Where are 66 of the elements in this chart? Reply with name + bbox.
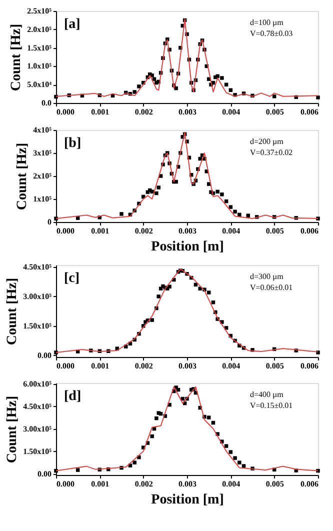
y-tick-label: 1x10⁵ <box>33 194 52 204</box>
x-tick-label: 0.005 <box>266 480 284 488</box>
y-tick-label: 3.00x10⁵ <box>23 292 52 301</box>
x-tick-label: 0.001 <box>91 108 110 116</box>
x-tick-label: 0.001 <box>91 226 110 236</box>
y-tick-label: 1.50x10⁵ <box>23 321 52 330</box>
y-tick-label: 6.00x10⁵ <box>23 379 52 388</box>
x-tick-label: 0.006 <box>300 226 318 236</box>
y-axis-title: Count [Hz] <box>5 396 20 464</box>
y-tick-label: 4.50x10⁵ <box>23 402 52 411</box>
x-tick-label: 0.006 <box>300 108 318 116</box>
x-tick-label: 0.005 <box>266 362 284 370</box>
y-tick-label: 4x10⁵ <box>33 126 52 134</box>
annotation: d=400 µm <box>250 390 284 399</box>
x-tick-label: 0.004 <box>222 108 240 116</box>
y-axis-title: Count [Hz] <box>9 24 24 92</box>
x-tick-label: 0.003 <box>178 362 196 370</box>
y-tick-label: 0.00 <box>38 469 52 478</box>
annotation: [c] <box>64 271 80 286</box>
annotation: d=300 µm <box>250 272 284 281</box>
x-tick-label: 0.003 <box>178 226 196 236</box>
x-tick-label: 0.006 <box>300 480 318 488</box>
y-axis-title: Count [Hz] <box>15 142 30 210</box>
y-tick-label: 0 <box>48 218 52 226</box>
y-tick-label: 0.0 <box>42 98 52 108</box>
y-tick-label: 1.50x10⁵ <box>23 446 52 456</box>
annotation: d=200 µm <box>250 137 284 146</box>
annotation: V=0.06±0.01 <box>250 283 293 292</box>
y-axis-title: Count [Hz] <box>5 278 20 346</box>
x-tick-label: 0.004 <box>222 362 240 370</box>
x-tick-label: 0.003 <box>178 480 196 488</box>
x-tick-label: 0.002 <box>134 362 153 370</box>
y-tick-label: 3x10⁵ <box>33 148 52 158</box>
annotation: V=0.15±0.01 <box>250 401 293 410</box>
x-tick-label: 0.000 <box>56 480 74 488</box>
x-tick-label: 0.000 <box>56 362 74 370</box>
y-tick-label: 4.50x10⁵ <box>23 262 52 272</box>
x-tick-label: 0.002 <box>134 108 153 116</box>
annotation: [b] <box>64 136 82 151</box>
annotation: V=0.37±0.02 <box>250 148 293 157</box>
annotation: V=0.78±0.03 <box>250 29 293 38</box>
x-tick-label: 0.006 <box>300 362 318 370</box>
x-tick-label: 0.005 <box>266 108 284 116</box>
x-tick-label: 0.001 <box>91 480 110 488</box>
x-tick-label: 0.002 <box>134 480 153 488</box>
x-axis-title: Position [m] <box>151 240 224 254</box>
annotation: [a] <box>64 17 80 32</box>
y-tick-label: 5.0x10⁴ <box>27 80 52 90</box>
annotation: d=100 µm <box>250 18 284 27</box>
y-tick-label: 1.5x10⁵ <box>27 43 52 52</box>
y-tick-label: 0.00 <box>38 350 52 360</box>
x-axis-title: Position [m] <box>151 492 224 508</box>
x-tick-label: 0.001 <box>91 362 110 370</box>
x-tick-label: 0.000 <box>56 108 74 116</box>
y-tick-label: 2x10⁵ <box>33 172 52 180</box>
x-tick-label: 0.004 <box>222 226 240 236</box>
x-tick-label: 0.003 <box>178 108 196 116</box>
y-tick-label: 2.0x10⁵ <box>27 24 52 34</box>
x-tick-label: 0.004 <box>222 480 240 488</box>
annotation: [d] <box>64 389 82 404</box>
x-tick-label: 0.002 <box>134 226 153 236</box>
y-tick-label: 3.00x10⁵ <box>23 424 52 434</box>
y-tick-label: 2.5x10⁵ <box>27 6 52 16</box>
y-tick-label: 1.0x10⁵ <box>27 62 52 71</box>
x-tick-label: 0.005 <box>266 226 284 236</box>
x-tick-label: 0.000 <box>56 226 74 236</box>
